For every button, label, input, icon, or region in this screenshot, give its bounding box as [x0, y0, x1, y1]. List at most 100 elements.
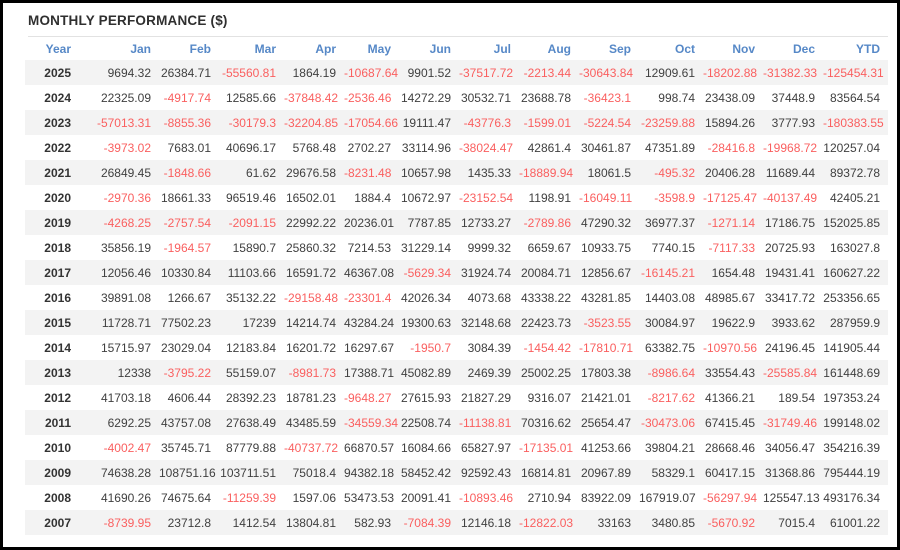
table-row: 2009 74638.28 108751.16 103711.51 75018.4 943… — [25, 460, 888, 485]
value-cell: 9316.07 — [527, 390, 571, 405]
column-header-apr[interactable]: Apr — [315, 41, 336, 56]
value-cell: 22508.74 — [399, 410, 459, 435]
value-cell: -3523.55 — [579, 310, 639, 335]
value-cell: 16502.01 — [285, 190, 336, 205]
value-cell: 197353.24 — [823, 390, 880, 405]
year-cell: 2023 — [25, 110, 79, 135]
column-header-jul[interactable]: Jul — [493, 41, 511, 56]
table-row: 2008 41690.26 74675.64 -11259.39 1597.06 5347… — [25, 485, 888, 510]
value-cell: 16814.81 — [519, 460, 579, 485]
value-cell: 16084.66 — [400, 440, 451, 455]
value-cell: 6292.25 — [79, 410, 159, 435]
value-cell: 19431.41 — [763, 260, 823, 285]
value-cell: 25860.32 — [285, 240, 336, 255]
value-cell: 2710.94 — [527, 490, 571, 505]
column-header-jan[interactable]: Jan — [130, 41, 151, 56]
value-cell: -30473.06 — [639, 410, 703, 435]
column-header-oct[interactable]: Oct — [674, 41, 695, 56]
table-row: 2021 26849.45 -1848.66 61.62 29676.58 -8231.4… — [25, 160, 888, 185]
value-cell: 66870.57 — [344, 440, 395, 455]
column-header-dec[interactable]: Dec — [792, 41, 815, 56]
value-cell: 13804.81 — [284, 510, 344, 535]
value-cell: 17803.38 — [579, 360, 639, 385]
value-cell: 582.93 — [344, 510, 399, 535]
column-header-mar[interactable]: Mar — [254, 41, 276, 56]
value-cell: -31749.46 — [763, 410, 823, 435]
value-cell: 19111.47 — [399, 110, 459, 135]
value-cell: 7214.53 — [347, 240, 391, 255]
value-cell: -5224.54 — [579, 110, 639, 135]
value-cell: 87779.88 — [225, 440, 276, 455]
value-cell: 46367.08 — [344, 260, 399, 285]
value-cell: 15715.97 — [100, 340, 151, 355]
value-cell: 19622.9 — [703, 310, 763, 335]
value-cell: -23259.88 — [639, 110, 703, 135]
value-cell: 89372.78 — [823, 160, 888, 185]
value-cell: -8231.48 — [344, 160, 399, 185]
value-cell: -40737.72 — [284, 440, 339, 455]
column-header-nov[interactable]: Nov — [732, 41, 755, 56]
value-cell: 20236.01 — [344, 210, 399, 235]
value-cell: 28392.23 — [225, 390, 276, 405]
value-cell: -2757.54 — [159, 210, 219, 235]
value-cell: -11138.81 — [459, 410, 519, 435]
value-cell: -43776.3 — [459, 110, 519, 135]
value-cell: 41690.26 — [100, 490, 151, 505]
value-cell: 11689.44 — [763, 160, 823, 185]
year-cell: 2016 — [44, 290, 71, 305]
value-cell: 10672.97 — [400, 190, 451, 205]
value-cell: 27615.93 — [400, 390, 451, 405]
value-cell: 141905.44 — [823, 340, 880, 355]
value-cell: 35856.19 — [100, 240, 151, 255]
column-header-aug[interactable]: Aug — [547, 41, 571, 56]
value-cell: 60417.15 — [703, 460, 763, 485]
column-header-jun[interactable]: Jun — [429, 41, 451, 56]
value-cell: 22423.73 — [519, 310, 579, 335]
table-row: 2013 12338 -3795.22 55159.07 -8981.73 17388.7… — [25, 360, 888, 385]
value-cell: 7015.4 — [763, 510, 823, 535]
value-cell: -7084.39 — [399, 510, 459, 535]
value-cell: 30461.87 — [580, 140, 631, 155]
table-row: 2017 12056.46 10330.84 11103.66 16591.72 4636… — [25, 260, 888, 285]
value-cell: 45082.89 — [399, 360, 459, 385]
value-cell: -28416.8 — [707, 140, 755, 155]
value-cell: 493176.34 — [823, 490, 880, 505]
value-cell: -4268.25 — [79, 210, 159, 235]
value-cell: 39804.21 — [644, 440, 695, 455]
value-cell: 20725.93 — [764, 240, 815, 255]
column-header-feb[interactable]: Feb — [189, 41, 211, 56]
value-cell: 33114.96 — [401, 140, 451, 155]
value-cell: 43338.22 — [520, 290, 571, 305]
value-cell: 120257.04 — [823, 140, 880, 155]
value-cell: -1950.7 — [410, 340, 451, 355]
value-cell: -16049.11 — [579, 190, 633, 205]
value-cell: -17125.47 — [703, 190, 758, 205]
value-cell: 12056.46 — [79, 260, 159, 285]
year-cell: 2019 — [25, 210, 79, 235]
column-header-year[interactable]: Year — [45, 41, 71, 56]
value-cell: 16297.67 — [344, 340, 395, 355]
value-cell: -30643.84 — [579, 60, 639, 85]
value-cell: -56297.94 — [703, 490, 758, 505]
value-cell: 9999.32 — [467, 240, 511, 255]
value-cell: 33417.72 — [764, 290, 815, 305]
column-header-sep[interactable]: Sep — [608, 41, 631, 56]
value-cell: -17054.66 — [344, 110, 399, 135]
column-header-ytd[interactable]: YTD — [856, 41, 880, 56]
value-cell: -18889.94 — [519, 160, 579, 185]
column-header-may[interactable]: May — [367, 41, 391, 56]
value-cell: 27638.49 — [219, 410, 284, 435]
value-cell: 15894.26 — [703, 110, 763, 135]
value-cell: 55159.07 — [219, 360, 284, 385]
value-cell: 1884.4 — [354, 190, 391, 205]
value-cell: -12822.03 — [519, 510, 579, 535]
value-cell: 12585.66 — [225, 90, 276, 105]
value-cell: -8739.95 — [79, 510, 159, 535]
value-cell: 253356.65 — [823, 290, 880, 305]
table-row: 2025 9694.32 26384.71 -55560.81 1864.19 -1068… — [25, 60, 888, 85]
value-cell: -37848.42 — [284, 90, 339, 105]
value-cell: -495.32 — [639, 160, 703, 185]
value-cell: 74638.28 — [79, 460, 159, 485]
value-cell: -2091.15 — [219, 210, 284, 235]
